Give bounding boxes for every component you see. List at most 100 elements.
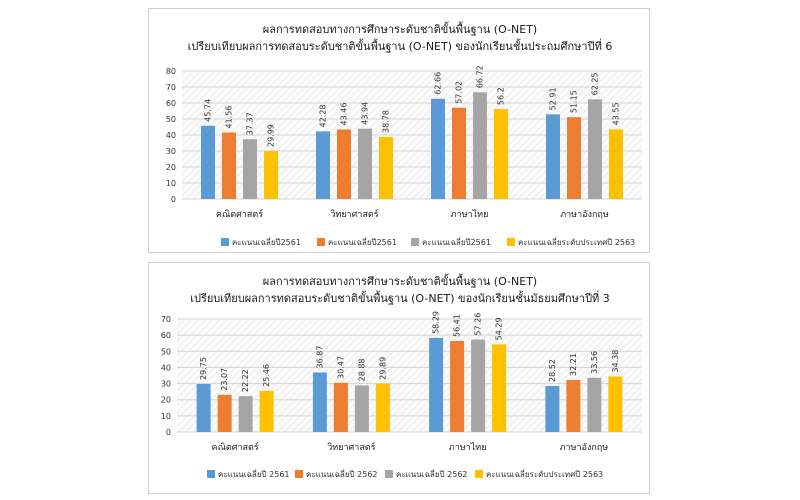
chart-panel-grade6: ผลการทดสอบทางการศึกษาระดับชาติขั้นพื้นฐา… bbox=[148, 8, 650, 253]
legend-label: คะแนนเฉลี่ยปี2561 bbox=[328, 236, 397, 247]
legend-label: คะแนนเฉลี่ยระดับประเทศปี 2563 bbox=[486, 468, 603, 479]
y-tick-label: 70 bbox=[161, 315, 171, 324]
bar bbox=[494, 109, 508, 199]
bar bbox=[546, 114, 560, 199]
data-label: 32.21 bbox=[569, 353, 578, 376]
data-label: 41.56 bbox=[225, 106, 234, 129]
legend-label: คะแนนเฉลี่ยระดับประเทศปี 2563 bbox=[518, 236, 635, 247]
y-tick-label: 70 bbox=[166, 83, 176, 92]
bar bbox=[217, 394, 232, 432]
chart-title: ผลการทดสอบทางการศึกษาระดับชาติขั้นพื้นฐา… bbox=[263, 273, 537, 288]
y-tick-label: 40 bbox=[161, 363, 171, 372]
y-tick-label: 60 bbox=[161, 331, 171, 340]
data-label: 52.91 bbox=[549, 87, 558, 110]
bar bbox=[609, 129, 623, 199]
bar bbox=[431, 98, 445, 199]
data-label: 25.46 bbox=[262, 364, 271, 387]
legend-swatch bbox=[475, 470, 483, 478]
bar bbox=[545, 385, 560, 432]
data-label: 58.29 bbox=[432, 311, 441, 334]
bar bbox=[429, 337, 444, 432]
bar bbox=[358, 128, 372, 199]
data-label: 23.07 bbox=[220, 368, 229, 391]
y-tick-label: 50 bbox=[166, 115, 176, 124]
data-label: 66.72 bbox=[476, 65, 485, 88]
legend-label: คะแนนเฉลี่ยปี 2562 bbox=[396, 468, 468, 479]
y-tick-label: 30 bbox=[166, 147, 176, 156]
y-tick-label: 60 bbox=[166, 99, 176, 108]
category-label: ภาษาอังกฤษ bbox=[560, 210, 609, 220]
category-label: วิทยาศาสตร์ bbox=[327, 441, 375, 453]
data-label: 56.41 bbox=[453, 314, 462, 337]
bar bbox=[316, 131, 330, 199]
data-label: 54.29 bbox=[495, 317, 504, 340]
bar bbox=[264, 151, 278, 199]
y-tick-label: 0 bbox=[166, 428, 171, 437]
chart-grade6: ผลการทดสอบทางการศึกษาระดับชาติขั้นพื้นฐา… bbox=[166, 21, 642, 247]
bar bbox=[333, 382, 348, 432]
bar bbox=[238, 396, 253, 432]
data-label: 45.74 bbox=[204, 99, 213, 122]
chart-subtitle: เปรียบเทียบผลการทดสอบระดับชาติขั้นพื้นฐา… bbox=[188, 38, 613, 53]
data-label: 28.52 bbox=[548, 359, 557, 382]
y-tick-label: 20 bbox=[166, 163, 176, 172]
bar bbox=[243, 139, 257, 199]
category-label: คณิตศาสตร์ bbox=[212, 441, 259, 453]
data-label: 36.87 bbox=[315, 346, 324, 369]
data-label: 29.89 bbox=[378, 357, 387, 380]
data-label: 22.22 bbox=[241, 369, 250, 392]
bar bbox=[608, 376, 623, 432]
y-tick-label: 40 bbox=[166, 131, 176, 140]
legend-label: คะแนนเฉลี่ยปี2561 bbox=[232, 236, 301, 247]
chart-title: ผลการทดสอบทางการศึกษาระดับชาติขั้นพื้นฐา… bbox=[263, 21, 537, 36]
data-label: 57.02 bbox=[455, 81, 464, 104]
category-label: ภาษาไทย bbox=[449, 442, 487, 453]
data-label: 34.38 bbox=[611, 350, 620, 373]
data-label: 38.78 bbox=[382, 110, 391, 133]
data-label: 29.75 bbox=[199, 357, 208, 380]
bar bbox=[450, 340, 465, 432]
bar bbox=[201, 125, 215, 199]
plot-area bbox=[177, 319, 642, 432]
data-label: 43.94 bbox=[361, 102, 370, 125]
data-label: 56.2 bbox=[497, 87, 506, 105]
bar bbox=[196, 383, 211, 432]
data-label: 43.46 bbox=[340, 103, 349, 126]
legend-label: คะแนนเฉลี่ยปี2561 bbox=[422, 236, 491, 247]
bar bbox=[259, 390, 274, 432]
data-label: 51.15 bbox=[570, 90, 579, 113]
bar bbox=[222, 132, 236, 199]
data-label: 62.66 bbox=[434, 72, 443, 95]
chart-panel-grade9: ผลการทดสอบทางการศึกษาระดับชาติขั้นพื้นฐา… bbox=[148, 262, 650, 494]
data-label: 30.47 bbox=[336, 356, 345, 379]
category-label: วิทยาศาสตร์ bbox=[330, 208, 378, 220]
bar bbox=[337, 129, 351, 199]
y-tick-label: 30 bbox=[161, 380, 171, 389]
bar bbox=[375, 383, 390, 432]
bar bbox=[312, 372, 327, 432]
chart-grade9: ผลการทดสอบทางการศึกษาระดับชาติขั้นพื้นฐา… bbox=[161, 273, 642, 479]
legend-label: คะแนนเฉลี่ยปี 2562 bbox=[306, 468, 378, 479]
data-label: 42.28 bbox=[319, 104, 328, 127]
bar bbox=[492, 344, 507, 432]
bar bbox=[354, 385, 369, 432]
bar bbox=[588, 99, 602, 199]
legend-swatch bbox=[221, 238, 229, 246]
y-tick-label: 10 bbox=[161, 412, 171, 421]
legend-swatch bbox=[507, 238, 515, 246]
legend-swatch bbox=[207, 470, 215, 478]
category-label: คณิตศาสตร์ bbox=[216, 208, 263, 220]
data-label: 43.55 bbox=[612, 102, 621, 125]
data-label: 29.99 bbox=[267, 124, 276, 147]
bar bbox=[567, 117, 581, 199]
y-tick-label: 50 bbox=[161, 347, 171, 356]
category-label: ภาษาไทย bbox=[451, 209, 489, 220]
y-tick-label: 20 bbox=[161, 396, 171, 405]
bar bbox=[587, 377, 602, 432]
data-label: 33.56 bbox=[590, 351, 599, 374]
bar bbox=[379, 136, 393, 199]
bar bbox=[471, 339, 486, 432]
category-label: ภาษาอังกฤษ bbox=[560, 443, 609, 453]
data-label: 62.25 bbox=[591, 72, 600, 95]
data-label: 28.88 bbox=[357, 358, 366, 381]
